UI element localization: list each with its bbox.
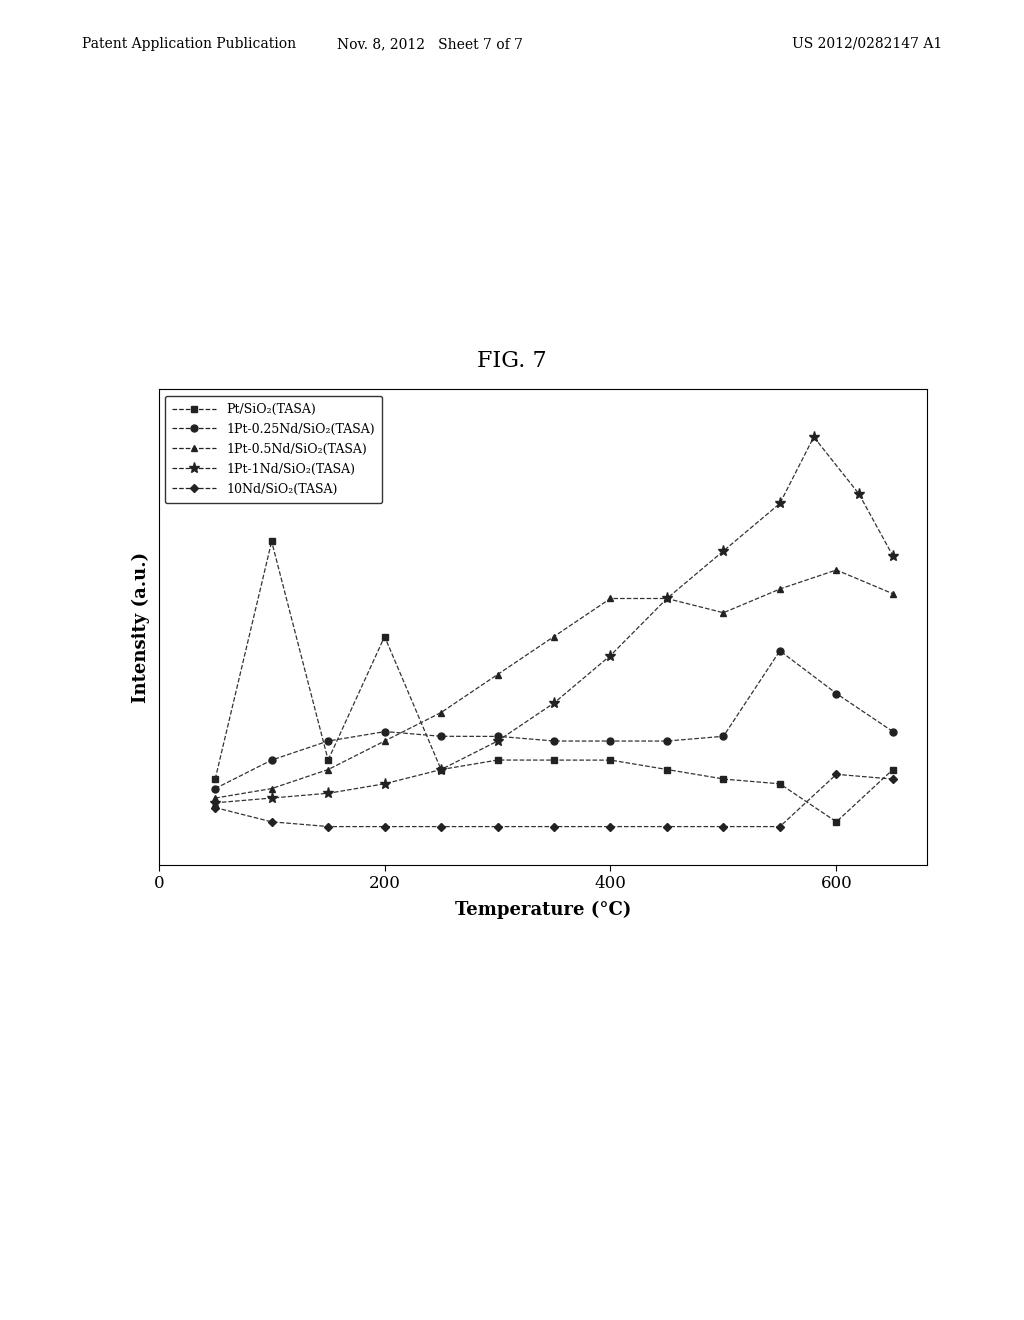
Pt/SiO₂(TASA) [604,752,616,768]
1Pt-0.25Nd/SiO₂(TASA) [379,723,391,739]
1Pt-1Nd/SiO₂(TASA) [548,696,560,711]
1Pt-1Nd/SiO₂(TASA) [887,548,899,564]
Pt/SiO₂(TASA) [435,762,447,777]
1Pt-0.25Nd/SiO₂(TASA) [322,733,334,748]
1Pt-0.5Nd/SiO₂(TASA) [379,733,391,748]
1Pt-1Nd/SiO₂(TASA) [492,733,504,748]
1Pt-1Nd/SiO₂(TASA) [435,762,447,777]
1Pt-0.5Nd/SiO₂(TASA) [774,581,786,597]
Legend: Pt/SiO₂(TASA), 1Pt-0.25Nd/SiO₂(TASA), 1Pt-0.5Nd/SiO₂(TASA), 1Pt-1Nd/SiO₂(TASA), : Pt/SiO₂(TASA), 1Pt-0.25Nd/SiO₂(TASA), 1P… [165,396,382,503]
1Pt-0.25Nd/SiO₂(TASA) [265,752,278,768]
10Nd/SiO₂(TASA) [209,800,221,816]
10Nd/SiO₂(TASA) [830,767,843,783]
Pt/SiO₂(TASA) [717,771,729,787]
Pt/SiO₂(TASA) [548,752,560,768]
Pt/SiO₂(TASA) [379,628,391,644]
1Pt-0.25Nd/SiO₂(TASA) [604,733,616,748]
Line: 1Pt-0.25Nd/SiO₂(TASA): 1Pt-0.25Nd/SiO₂(TASA) [212,647,896,792]
10Nd/SiO₂(TASA) [604,818,616,834]
10Nd/SiO₂(TASA) [265,814,278,830]
Text: FIG. 7: FIG. 7 [477,350,547,372]
1Pt-0.5Nd/SiO₂(TASA) [209,791,221,807]
Pt/SiO₂(TASA) [830,814,843,830]
Text: Patent Application Publication: Patent Application Publication [82,37,296,51]
1Pt-1Nd/SiO₂(TASA) [265,791,278,807]
1Pt-0.5Nd/SiO₂(TASA) [604,590,616,606]
10Nd/SiO₂(TASA) [717,818,729,834]
1Pt-0.25Nd/SiO₂(TASA) [548,733,560,748]
X-axis label: Temperature (°C): Temperature (°C) [455,900,631,919]
1Pt-0.25Nd/SiO₂(TASA) [209,780,221,796]
10Nd/SiO₂(TASA) [887,771,899,787]
1Pt-1Nd/SiO₂(TASA) [322,785,334,801]
Pt/SiO₂(TASA) [209,771,221,787]
Pt/SiO₂(TASA) [265,533,278,549]
10Nd/SiO₂(TASA) [379,818,391,834]
10Nd/SiO₂(TASA) [435,818,447,834]
1Pt-1Nd/SiO₂(TASA) [379,776,391,792]
Pt/SiO₂(TASA) [774,776,786,792]
10Nd/SiO₂(TASA) [322,818,334,834]
1Pt-0.25Nd/SiO₂(TASA) [435,729,447,744]
1Pt-0.5Nd/SiO₂(TASA) [435,705,447,721]
Line: Pt/SiO₂(TASA): Pt/SiO₂(TASA) [212,539,896,825]
1Pt-0.5Nd/SiO₂(TASA) [265,780,278,796]
Line: 1Pt-0.5Nd/SiO₂(TASA): 1Pt-0.5Nd/SiO₂(TASA) [212,566,896,801]
10Nd/SiO₂(TASA) [492,818,504,834]
1Pt-0.5Nd/SiO₂(TASA) [887,586,899,602]
Y-axis label: Intensity (a.u.): Intensity (a.u.) [132,552,151,702]
10Nd/SiO₂(TASA) [774,818,786,834]
Pt/SiO₂(TASA) [887,762,899,777]
10Nd/SiO₂(TASA) [660,818,673,834]
1Pt-0.25Nd/SiO₂(TASA) [887,723,899,739]
Line: 10Nd/SiO₂(TASA): 10Nd/SiO₂(TASA) [212,771,896,829]
Pt/SiO₂(TASA) [322,752,334,768]
1Pt-0.5Nd/SiO₂(TASA) [492,667,504,682]
1Pt-1Nd/SiO₂(TASA) [717,543,729,558]
1Pt-0.25Nd/SiO₂(TASA) [774,643,786,659]
1Pt-1Nd/SiO₂(TASA) [660,590,673,606]
1Pt-1Nd/SiO₂(TASA) [853,486,865,502]
Text: Nov. 8, 2012   Sheet 7 of 7: Nov. 8, 2012 Sheet 7 of 7 [337,37,523,51]
1Pt-0.25Nd/SiO₂(TASA) [492,729,504,744]
1Pt-1Nd/SiO₂(TASA) [604,648,616,664]
1Pt-0.5Nd/SiO₂(TASA) [322,762,334,777]
Text: US 2012/0282147 A1: US 2012/0282147 A1 [792,37,942,51]
1Pt-0.5Nd/SiO₂(TASA) [830,562,843,578]
1Pt-0.25Nd/SiO₂(TASA) [660,733,673,748]
Pt/SiO₂(TASA) [492,752,504,768]
Pt/SiO₂(TASA) [660,762,673,777]
1Pt-0.5Nd/SiO₂(TASA) [548,628,560,644]
1Pt-1Nd/SiO₂(TASA) [774,495,786,511]
10Nd/SiO₂(TASA) [548,818,560,834]
Line: 1Pt-1Nd/SiO₂(TASA): 1Pt-1Nd/SiO₂(TASA) [210,432,898,808]
1Pt-1Nd/SiO₂(TASA) [808,429,820,445]
1Pt-0.25Nd/SiO₂(TASA) [717,729,729,744]
1Pt-0.5Nd/SiO₂(TASA) [660,590,673,606]
1Pt-0.25Nd/SiO₂(TASA) [830,685,843,701]
1Pt-0.5Nd/SiO₂(TASA) [717,605,729,620]
1Pt-1Nd/SiO₂(TASA) [209,795,221,810]
